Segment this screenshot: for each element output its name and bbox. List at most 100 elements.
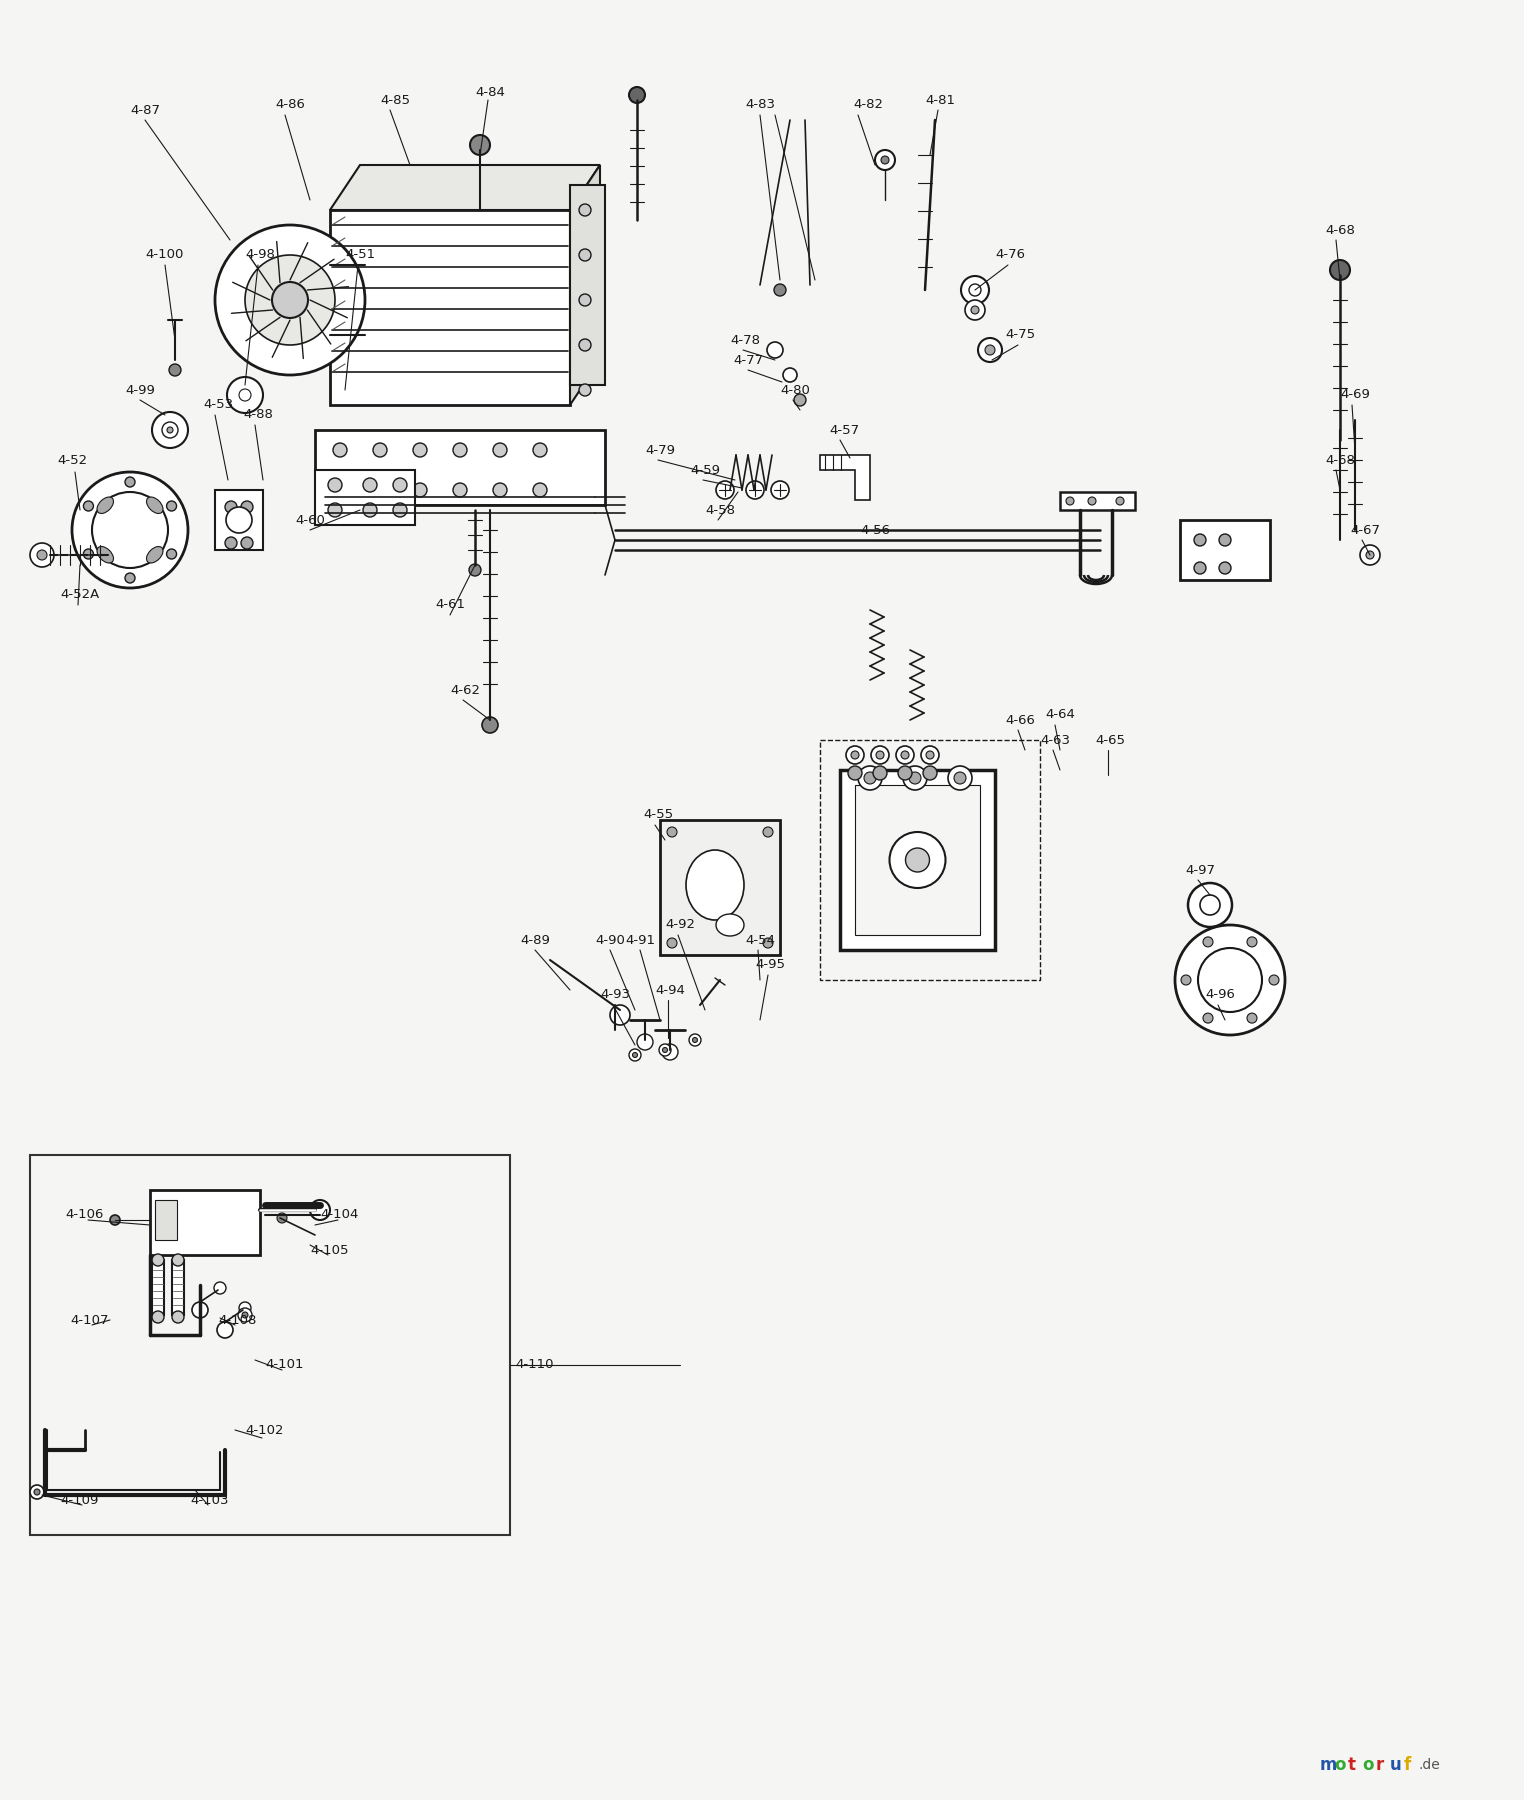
Circle shape: [239, 1301, 251, 1314]
Circle shape: [764, 826, 773, 837]
FancyBboxPatch shape: [215, 490, 264, 551]
Circle shape: [152, 412, 187, 448]
Text: 4-97: 4-97: [1186, 864, 1215, 877]
Circle shape: [1219, 562, 1231, 574]
Text: 4-52: 4-52: [56, 454, 87, 466]
Circle shape: [716, 481, 735, 499]
Circle shape: [152, 1255, 165, 1265]
Circle shape: [482, 716, 498, 733]
Circle shape: [881, 157, 888, 164]
Circle shape: [216, 1321, 233, 1337]
Circle shape: [629, 1049, 642, 1060]
Circle shape: [579, 338, 591, 351]
Text: 4-88: 4-88: [242, 409, 273, 421]
Circle shape: [1202, 936, 1213, 947]
Circle shape: [34, 1489, 40, 1496]
Circle shape: [872, 745, 888, 763]
Text: 4-53: 4-53: [203, 398, 233, 412]
Circle shape: [373, 443, 387, 457]
Circle shape: [1193, 535, 1205, 545]
Circle shape: [492, 482, 507, 497]
Circle shape: [864, 772, 876, 785]
Text: 4-62: 4-62: [450, 684, 480, 697]
Circle shape: [469, 135, 491, 155]
Ellipse shape: [98, 547, 113, 563]
Circle shape: [1175, 925, 1285, 1035]
Circle shape: [890, 832, 945, 887]
Circle shape: [969, 284, 981, 295]
Circle shape: [72, 472, 187, 589]
Text: t: t: [1349, 1757, 1356, 1775]
FancyBboxPatch shape: [570, 185, 605, 385]
Circle shape: [689, 1033, 701, 1046]
Text: 4-60: 4-60: [296, 513, 325, 526]
Circle shape: [1330, 259, 1350, 281]
Text: 4-99: 4-99: [125, 383, 155, 396]
Circle shape: [162, 421, 178, 437]
Circle shape: [393, 479, 407, 491]
Circle shape: [242, 1312, 248, 1318]
FancyBboxPatch shape: [149, 1190, 261, 1255]
Circle shape: [84, 500, 93, 511]
Circle shape: [492, 443, 507, 457]
Circle shape: [110, 1215, 120, 1226]
Text: 4-66: 4-66: [1004, 713, 1035, 727]
Circle shape: [241, 500, 253, 513]
Circle shape: [1065, 497, 1074, 506]
Text: 4-54: 4-54: [745, 934, 776, 947]
Text: 4-86: 4-86: [274, 99, 305, 112]
FancyBboxPatch shape: [315, 470, 415, 526]
Circle shape: [637, 1033, 652, 1049]
Circle shape: [927, 751, 934, 760]
Circle shape: [328, 479, 341, 491]
Circle shape: [965, 301, 985, 320]
Circle shape: [277, 1213, 287, 1222]
Ellipse shape: [686, 850, 744, 920]
Text: 4-80: 4-80: [780, 383, 809, 396]
Circle shape: [469, 563, 482, 576]
Circle shape: [610, 1004, 629, 1024]
Circle shape: [764, 938, 773, 949]
FancyBboxPatch shape: [155, 1201, 177, 1240]
Circle shape: [192, 1301, 207, 1318]
Text: 4-83: 4-83: [745, 99, 776, 112]
Circle shape: [579, 203, 591, 216]
Circle shape: [533, 443, 547, 457]
Circle shape: [985, 346, 995, 355]
Circle shape: [226, 508, 251, 533]
Circle shape: [84, 549, 93, 560]
Circle shape: [1116, 497, 1125, 506]
Circle shape: [1247, 936, 1257, 947]
Text: 4-108: 4-108: [219, 1314, 258, 1327]
Text: 4-98: 4-98: [245, 248, 274, 261]
Text: 4-82: 4-82: [853, 99, 882, 112]
Circle shape: [168, 427, 174, 434]
FancyBboxPatch shape: [840, 770, 995, 950]
Circle shape: [271, 283, 308, 319]
Text: 4-57: 4-57: [829, 423, 860, 437]
Text: 4-76: 4-76: [995, 248, 1026, 261]
Circle shape: [239, 389, 251, 401]
Text: 4-102: 4-102: [245, 1424, 285, 1436]
Circle shape: [1088, 497, 1096, 506]
Circle shape: [1219, 535, 1231, 545]
Circle shape: [846, 745, 864, 763]
Text: 4-103: 4-103: [190, 1494, 229, 1507]
Circle shape: [771, 481, 789, 499]
Circle shape: [658, 1044, 671, 1057]
FancyBboxPatch shape: [1180, 520, 1269, 580]
Circle shape: [166, 500, 177, 511]
Circle shape: [226, 500, 238, 513]
Circle shape: [1247, 1013, 1257, 1022]
Circle shape: [1366, 551, 1375, 560]
Text: m: m: [1320, 1757, 1338, 1775]
Circle shape: [629, 86, 645, 103]
Text: 4-106: 4-106: [66, 1208, 104, 1222]
FancyBboxPatch shape: [30, 1156, 511, 1535]
Text: 4-51: 4-51: [344, 248, 375, 261]
Circle shape: [169, 364, 181, 376]
Circle shape: [875, 149, 895, 169]
Circle shape: [91, 491, 168, 569]
Text: 4-56: 4-56: [860, 524, 890, 536]
Text: 4-95: 4-95: [754, 958, 785, 972]
